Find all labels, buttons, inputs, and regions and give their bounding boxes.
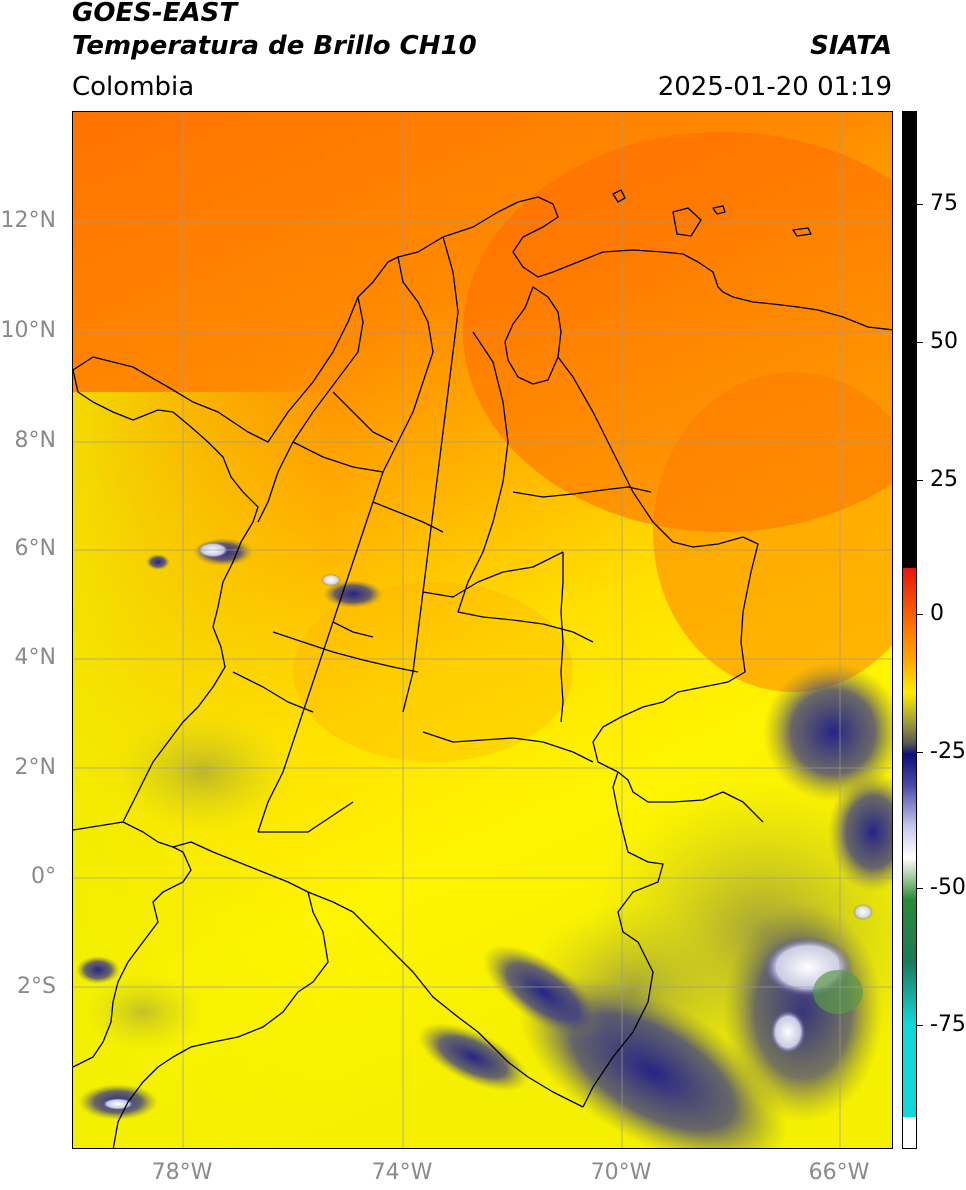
- colorbar-tick: [917, 1025, 923, 1026]
- satellite-map: [72, 111, 893, 1149]
- colorbar-tick: [917, 888, 923, 889]
- colorbar: [902, 111, 917, 1149]
- lat-tick-label: 8°N: [14, 428, 56, 453]
- lat-tick-label: 2°N: [14, 755, 56, 780]
- colorbar-label: -25: [930, 739, 966, 764]
- colorbar-label: 75: [930, 191, 958, 216]
- lat-tick-label: 6°N: [14, 536, 56, 561]
- colorbar-label: 0: [930, 601, 944, 626]
- lat-tick-label: 0°: [31, 864, 56, 889]
- colorbar-tick: [917, 342, 923, 343]
- colorbar-label: 25: [930, 467, 958, 492]
- lat-tick-label: 12°N: [0, 208, 56, 233]
- colorbar-tick: [917, 204, 923, 205]
- lat-tick-label: 10°N: [0, 318, 56, 343]
- product-title: Temperatura de Brillo CH10: [72, 31, 477, 61]
- gridlines: [73, 112, 892, 1148]
- timestamp-label: 2025-01-20 01:19: [657, 72, 892, 102]
- colorbar-tick: [917, 614, 923, 615]
- colorbar-tick: [917, 752, 923, 753]
- colorbar-label: 50: [930, 329, 958, 354]
- lon-tick-label: 70°W: [590, 1160, 652, 1185]
- lat-tick-label: 2°S: [17, 974, 56, 999]
- lon-tick-label: 66°W: [808, 1160, 870, 1185]
- lon-tick-label: 74°W: [371, 1160, 433, 1185]
- map-canvas: [73, 112, 892, 1148]
- colorbar-tick: [917, 480, 923, 481]
- lat-tick-label: 4°N: [14, 645, 56, 670]
- country-borders: [73, 189, 892, 1148]
- convective-cloud: [763, 662, 892, 802]
- brand-label: SIATA: [810, 31, 892, 61]
- satellite-title: GOES-EAST: [72, 0, 238, 28]
- lon-tick-label: 78°W: [151, 1160, 213, 1185]
- region-label: Colombia: [72, 72, 195, 102]
- colorbar-label: -50: [930, 875, 966, 900]
- colorbar-label: -75: [930, 1012, 966, 1037]
